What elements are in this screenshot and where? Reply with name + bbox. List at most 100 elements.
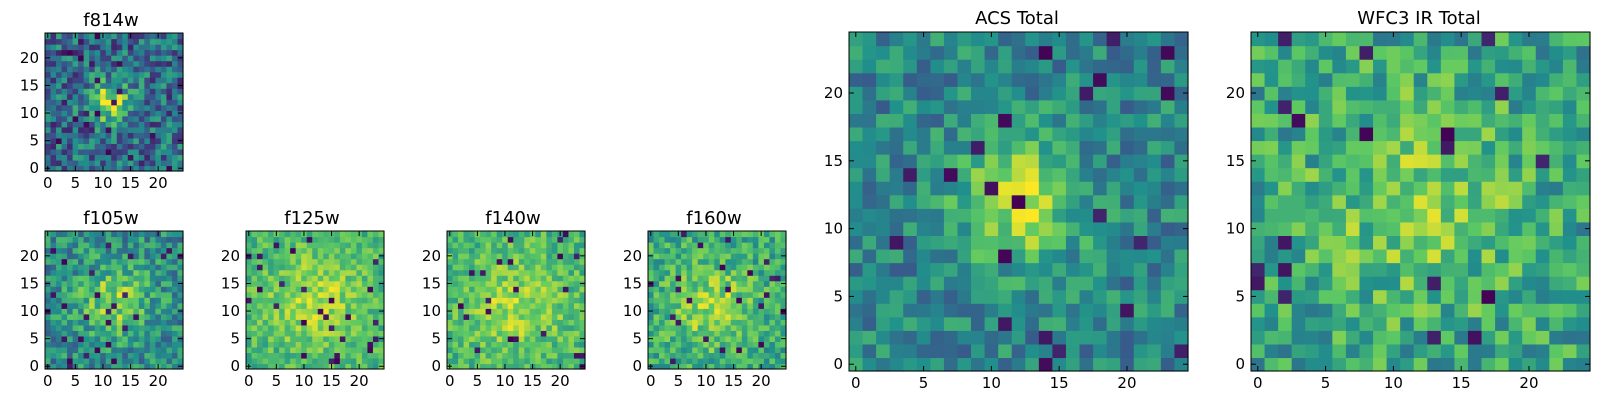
heatmap-cell [72,286,79,293]
heatmap-cell [780,247,787,254]
heatmap-cell [378,269,385,276]
heatmap-cell [480,308,487,315]
heatmap-cell [1386,330,1401,345]
heatmap-cell [1011,194,1026,209]
heatmap-cell [1133,235,1148,250]
heatmap-cell [971,140,986,155]
heatmap-cell [166,143,173,150]
heatmap-cell [116,88,123,95]
heatmap-cell [350,335,357,342]
heatmap-cell [1576,357,1591,372]
heatmap-cell [862,72,877,87]
heatmap-cell [284,357,291,365]
heatmap-cell [56,308,63,315]
heatmap-cell [573,357,581,365]
heatmap-cell [1251,99,1266,114]
heatmap-cell [747,253,754,260]
heatmap-cell [1345,72,1361,87]
heatmap-cell [1400,113,1415,128]
heatmap-cell [573,346,581,354]
heatmap-cell [1549,289,1564,304]
heatmap-cell [133,264,140,271]
heatmap-cell [568,269,575,276]
heatmap-cell [1467,357,1483,372]
heatmap-cell [1120,167,1135,182]
heatmap-cell [452,352,459,359]
heatmap-cell [998,316,1013,331]
heatmap-cell [1147,262,1162,277]
heatmap-cell [160,137,168,144]
heatmap-cell [1079,72,1094,87]
heatmap-cell [284,302,291,309]
heatmap-cell [752,319,759,326]
heatmap-cell [367,302,374,309]
heatmap-cell [1305,343,1320,359]
heatmap-cell [889,208,904,223]
heatmap-cell [485,280,492,287]
heatmap-cell [89,346,96,354]
heatmap-cell [971,208,986,223]
heatmap-cell [1549,357,1564,372]
heatmap-cell [971,289,986,304]
heatmap-cell [295,258,302,265]
heatmap-cell [719,253,726,260]
heatmap-cell [122,77,129,84]
heatmap-cell [971,343,986,359]
heatmap-cell [529,297,536,304]
heatmap-cell [105,104,112,111]
heatmap-cell [50,286,57,293]
heatmap-cell [1522,72,1537,87]
heatmap-cell [524,258,531,265]
heatmap-cell [971,181,986,196]
heatmap-cell [1025,181,1040,196]
heatmap-cell [50,55,57,62]
heatmap-cell [463,341,470,348]
heatmap-cell [557,253,564,260]
heatmap-cell [529,324,536,331]
heatmap-cell [61,236,68,243]
heatmap-cell [301,357,308,365]
heatmap-cell [1093,262,1108,277]
x-tick-label: 0 [445,372,455,390]
heatmap-cell [758,324,765,331]
x-tick-label: 5 [473,372,483,390]
heatmap-cell [1133,194,1148,209]
heatmap-cell [491,286,498,293]
heatmap-cell [290,324,297,331]
heatmap-cell [312,330,319,337]
heatmap-cell [719,242,726,249]
heatmap-cell [1291,316,1306,331]
heatmap-cell [998,72,1013,87]
heatmap-cell [67,247,74,254]
heatmap-cell [452,264,459,271]
heatmap-cell [138,49,145,56]
heatmap-cell [89,93,96,100]
heatmap-cell [61,126,68,133]
heatmap-cell [1481,167,1496,182]
heatmap-cell [1025,208,1040,223]
x-tick-label: 20 [551,372,570,390]
heatmap-cell [692,247,699,254]
heatmap-cell [257,247,264,254]
heatmap-cell [736,280,743,287]
heatmap-cell [127,159,134,167]
heatmap-cell [485,275,492,282]
heatmap-cell [518,275,525,282]
heatmap-cell [323,286,330,293]
heatmap-cell [659,242,666,249]
heatmap-cell [485,247,492,254]
heatmap-cell [491,319,498,326]
heatmap-cell [378,242,385,249]
heatmap-cell [111,231,118,238]
heatmap-cell [1467,181,1483,196]
heatmap-cell [1359,86,1374,101]
heatmap-cell [741,297,748,304]
heatmap-cell [1562,221,1578,236]
heatmap-cell [1065,330,1081,345]
heatmap-cell [943,316,959,331]
heatmap-cell [664,363,671,370]
heatmap-cell [149,236,156,243]
heatmap-cell [1052,181,1067,196]
heatmap-cell [573,280,581,287]
heatmap-cell [166,236,173,243]
